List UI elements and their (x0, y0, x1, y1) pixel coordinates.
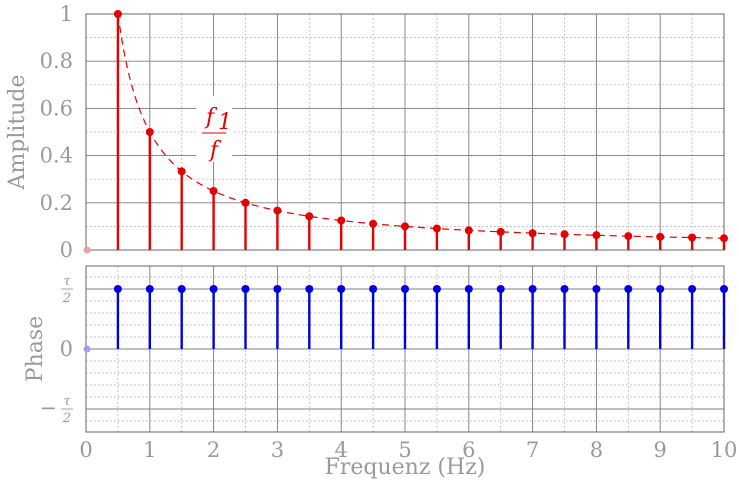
x-tick-label: 3 (271, 438, 284, 462)
phase-stem-marker (592, 285, 601, 293)
phase-stem-marker (401, 285, 409, 293)
amp-origin-marker (83, 246, 91, 254)
phase-stem-marker (720, 285, 728, 293)
amp-stem-marker (528, 229, 537, 238)
amp-stem-marker (305, 212, 314, 221)
amp-stem-marker (209, 187, 218, 195)
phase-y-tick-denominator: 2 (62, 411, 71, 426)
phase-stem-marker (273, 285, 282, 293)
phase-y-tick-sign: − (39, 396, 57, 420)
amp-stem-marker (688, 233, 697, 242)
amp-stem-marker (592, 231, 601, 240)
amp-y-tick-label: 1 (60, 2, 73, 26)
amp-stem-marker (177, 167, 186, 176)
phase-stem-marker (656, 285, 665, 293)
phase-stem-marker (528, 285, 537, 293)
x-tick-label: 10 (711, 438, 738, 462)
amp-stem-marker (624, 232, 633, 241)
phase-stem-marker (432, 285, 441, 293)
phase-stem-marker (464, 285, 473, 293)
phase-stem-marker (241, 285, 250, 293)
amp-y-tick-label: 0.8 (40, 49, 73, 73)
amp-y-tick-label: 0.6 (40, 96, 73, 120)
x-axis-title: Frequenz (Hz) (325, 455, 486, 480)
x-tick-label: 4 (335, 438, 348, 462)
annotation-background (196, 96, 232, 162)
x-tick-label: 2 (207, 438, 220, 462)
amp-stem-marker (464, 226, 473, 235)
x-tick-label: 9 (654, 438, 667, 462)
amp-y-tick-label: 0.4 (40, 144, 73, 168)
phase-stem-marker (209, 285, 218, 293)
amp-stem-marker (241, 198, 250, 207)
amp-y-tick-label: 0.2 (40, 191, 73, 215)
x-tick-label: 6 (462, 438, 475, 462)
phase-axis-title: Phase (23, 316, 48, 382)
amp-stem-marker (432, 224, 441, 233)
x-tick-label: 1 (143, 438, 156, 462)
phase-stem-marker (369, 285, 378, 293)
phase-y-tick-numerator: τ (63, 394, 71, 409)
annotation-subscript: 1 (218, 110, 232, 135)
x-tick-label: 8 (590, 438, 603, 462)
amp-stem-marker (720, 234, 728, 243)
phase-y-tick-denominator: 2 (62, 291, 71, 306)
amp-stem-marker (656, 232, 665, 241)
phase-origin-marker (83, 345, 91, 353)
amp-y-tick-label: 0 (60, 238, 73, 262)
phase-stem-marker (145, 285, 154, 293)
amp-stem-marker (369, 219, 378, 228)
amplitude-axis-title: Amplitude (5, 74, 30, 190)
phase-stem-marker (688, 285, 697, 293)
phase-stem-marker (560, 285, 569, 293)
phase-stem-marker (624, 285, 633, 293)
amp-stem-marker (337, 216, 346, 225)
phase-y-tick-label: 0 (60, 337, 73, 361)
envelope-curve (117, 13, 725, 239)
x-tick-label: 0 (79, 438, 92, 462)
amp-stem-marker (560, 230, 569, 239)
amp-stem-marker (273, 206, 282, 215)
amp-stem-marker (145, 128, 154, 136)
amp-stem-marker (401, 222, 409, 231)
phase-stem-marker (113, 285, 122, 293)
phase-y-tick-numerator: τ (63, 274, 71, 289)
phase-stem-marker (496, 285, 505, 293)
x-tick-label: 7 (526, 438, 539, 462)
amp-stem-marker (496, 227, 505, 236)
amp-stem-marker (113, 10, 122, 18)
phase-stem-marker (305, 285, 314, 293)
phase-stem-marker (177, 285, 186, 293)
phase-stem-marker (337, 285, 346, 293)
x-tick-label: 5 (398, 438, 411, 462)
